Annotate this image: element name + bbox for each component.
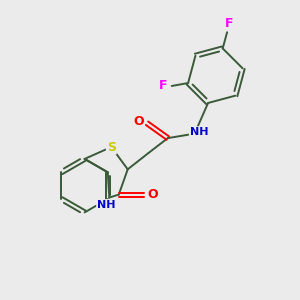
Text: O: O <box>147 188 158 201</box>
Text: F: F <box>159 80 168 92</box>
Text: S: S <box>107 140 116 154</box>
Text: F: F <box>224 17 233 30</box>
Text: NH: NH <box>190 127 208 137</box>
Text: O: O <box>134 115 144 128</box>
Text: NH: NH <box>97 200 116 210</box>
